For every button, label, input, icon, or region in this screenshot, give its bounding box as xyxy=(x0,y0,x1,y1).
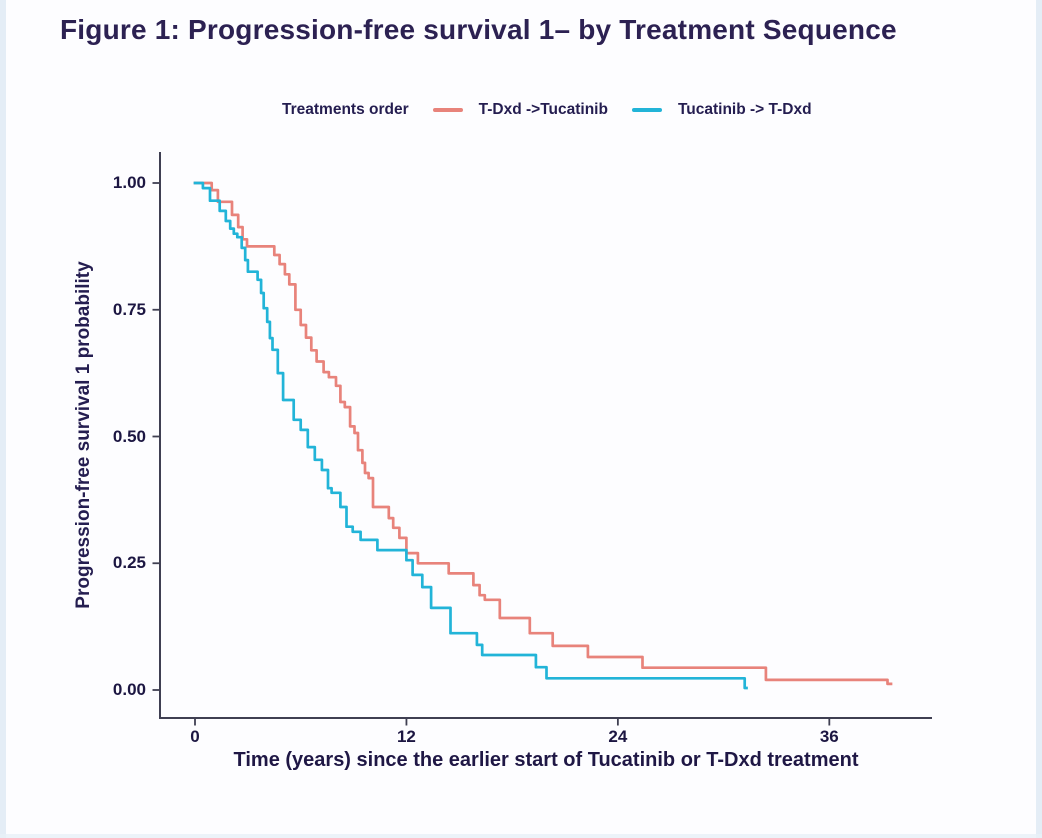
x-tick-label-0: 0 xyxy=(190,727,200,746)
legend: Treatments order T-Dxd ->Tucatinib Tucat… xyxy=(282,97,812,123)
page-edge-right xyxy=(1036,0,1042,838)
legend-label-tdxd-first: T-Dxd ->Tucatinib xyxy=(478,101,608,118)
page-edge-bottom xyxy=(0,834,1042,838)
x-axis-title: Time (years) since the earlier start of … xyxy=(233,749,859,771)
x-tick-label-36: 36 xyxy=(819,727,839,746)
legend-title: Treatments order xyxy=(282,101,409,118)
y-tick-label-0.75: 0.75 xyxy=(112,299,146,319)
page-edge-left xyxy=(0,0,6,838)
legend-item-tucatinib-first: Tucatinib -> T-Dxd xyxy=(631,101,812,119)
legend-swatch-tucatinib-first xyxy=(631,108,662,112)
legend-swatch-tdxd-first xyxy=(432,108,463,112)
y-tick-label-1.00: 1.00 xyxy=(112,173,146,192)
figure-title: Figure 1: Progression-free survival 1– b… xyxy=(60,14,897,45)
legend-label-tucatinib-first: Tucatinib -> T-Dxd xyxy=(677,101,812,118)
x-tick-label-24: 24 xyxy=(608,727,628,746)
x-tick-label-12: 12 xyxy=(396,727,416,746)
y-tick-label-0.50: 0.50 xyxy=(112,426,146,446)
y-tick-label-0.25: 0.25 xyxy=(112,553,146,573)
y-tick-label-0.00: 0.00 xyxy=(112,680,146,699)
legend-item-tdxd-first: T-Dxd ->Tucatinib xyxy=(432,101,608,119)
